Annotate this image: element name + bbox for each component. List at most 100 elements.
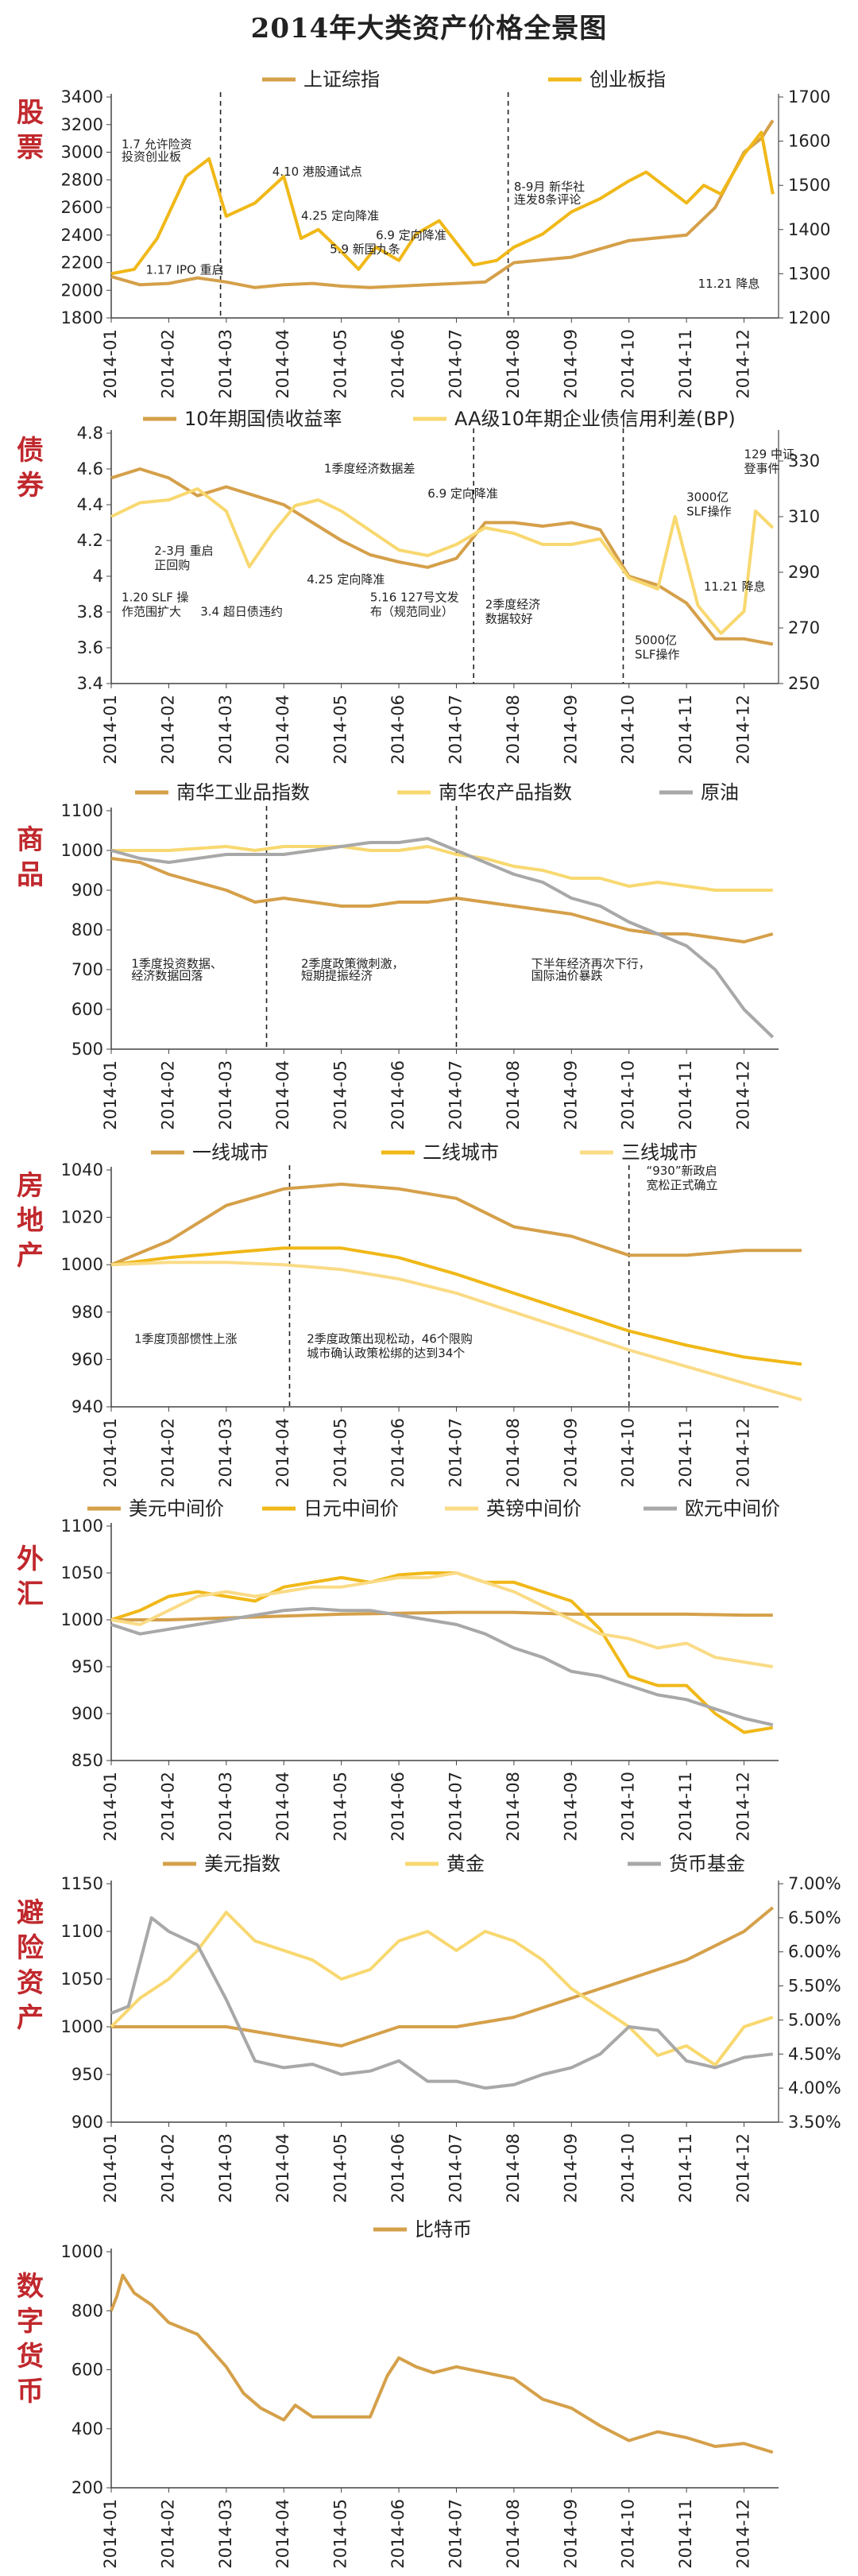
x-tick-label: 2014-04 — [273, 329, 292, 397]
annotation-text: 11.21 降息 — [704, 579, 766, 594]
y2-tick-label: 3.50% — [788, 2113, 841, 2132]
legend-label: 英镑中间价 — [486, 1497, 582, 1520]
x-tick-label: 2014-11 — [676, 1772, 695, 1842]
x-tick-label: 2014-12 — [734, 695, 753, 765]
x-tick-label: 2014-08 — [504, 695, 523, 765]
x-tick-label: 2014-10 — [619, 1772, 638, 1842]
y2-tick-label: 270 — [788, 618, 820, 637]
x-tick-label: 2014-05 — [331, 329, 350, 397]
y2-tick-label: 4.00% — [788, 2078, 841, 2098]
x-tick-label: 2014-12 — [734, 1060, 753, 1130]
y-tick-label: 900 — [72, 881, 103, 900]
x-tick-label: 2014-11 — [676, 695, 695, 765]
y-tick-label: 4.4 — [77, 495, 103, 514]
x-tick-label: 2014-09 — [561, 2133, 580, 2203]
x-tick-label: 2014-07 — [446, 329, 465, 397]
y2-tick-label: 6.00% — [788, 1943, 841, 1962]
annotation-text: 1.7 允许险资 — [122, 137, 192, 151]
x-tick-label: 2014-04 — [273, 1060, 292, 1130]
x-tick-label: 2014-05 — [331, 2499, 350, 2569]
legend-label: 美元中间价 — [129, 1497, 224, 1520]
series-line-1 — [110, 1911, 774, 2067]
series-line-0 — [111, 1906, 775, 2047]
annotation-text: 正回购 — [154, 558, 190, 572]
y-tick-label: 1000 — [61, 1255, 103, 1274]
y-tick-label: 1020 — [61, 1208, 103, 1227]
x-tick-label: 2014-03 — [216, 695, 235, 765]
x-tick-label: 2014-01 — [101, 2499, 120, 2569]
series-line-1 — [110, 1571, 774, 1734]
y2-tick-label: 1400 — [788, 220, 830, 239]
annotation-text: 布（规范同业） — [370, 605, 454, 619]
legend-label: 一线城市 — [192, 1141, 269, 1164]
x-tick-label: 2014-10 — [619, 2133, 638, 2203]
annotation-text: 投资创业板 — [122, 149, 181, 164]
annotation-text: 短期提振经济 — [301, 969, 373, 983]
legend-label: AA级10年期企业债信用利差(BP) — [454, 408, 736, 430]
y-tick-label: 600 — [72, 2361, 103, 2380]
section-label-crypto: 数字货币 — [14, 2269, 46, 2409]
realestate-chart: 940 960 980 1000 1020 1040 2014-01 2014-02 2014-… — [61, 1141, 802, 1488]
panel-commodities: 商品 500 600 700 800 900 1000 1100 2014-01 2014-02… — [0, 775, 858, 1133]
x-tick-label: 2014-01 — [101, 1772, 120, 1842]
section-label-bonds: 债券 — [14, 433, 46, 503]
y2-tick-label: 1600 — [788, 132, 830, 151]
panel-realestate: 房地产 940 960 980 1000 1020 1040 2014-01 2014-02 2… — [0, 1137, 858, 1488]
x-tick-label: 2014-11 — [676, 2133, 695, 2203]
section-label-safehaven: 避险资产 — [14, 1896, 46, 2036]
annotation-text: SLF操作 — [686, 505, 732, 519]
section-title-commodities: 商品 — [17, 824, 44, 891]
panel-crypto: 数字货币 200 400 600 800 1000 2014-01 2014-02 2014-… — [0, 2214, 858, 2571]
panel-bonds: 债券 3.4 3.6 3.8 4 4.2 4.4 4.6 4.8 250 270 290 310 330… — [0, 401, 858, 767]
y2-tick-label: 250 — [788, 674, 820, 693]
y-tick-label: 2400 — [61, 226, 103, 245]
x-tick-label: 2014-11 — [676, 1418, 695, 1486]
annotation-text: 作范围扩大 — [122, 605, 181, 619]
annotation-text: 3000亿 — [686, 490, 729, 505]
y-tick-label: 3000 — [61, 143, 103, 162]
x-tick-label: 2014-10 — [619, 1418, 638, 1486]
x-tick-label: 2014-12 — [734, 2499, 753, 2569]
y-tick-label: 2000 — [61, 281, 103, 300]
annotation-text: 2季度经济 — [485, 598, 541, 612]
y-tick-label: 4 — [93, 567, 103, 586]
x-tick-label: 2014-03 — [216, 1772, 235, 1842]
x-tick-label: 2014-07 — [446, 1772, 465, 1842]
x-tick-label: 2014-06 — [388, 1772, 408, 1842]
x-tick-label: 2014-02 — [158, 1772, 177, 1842]
bonds-chart: 3.4 3.6 3.8 4 4.2 4.4 4.6 4.8 250 270 290 310 330 201… — [77, 408, 821, 765]
y2-tick-label: 1300 — [788, 264, 830, 283]
y2-tick-label: 1700 — [788, 87, 830, 107]
annotation-text: 4.25 定向降准 — [301, 209, 379, 223]
y2-tick-label: 7.00% — [788, 1874, 841, 1893]
x-tick-label: 2014-08 — [504, 2499, 523, 2569]
legend-label: 创业板指 — [589, 68, 666, 91]
x-tick-label: 2014-11 — [676, 1060, 695, 1130]
y-tick-label: 1050 — [61, 1563, 103, 1582]
x-tick-label: 2014-11 — [676, 2499, 695, 2569]
section-title-crypto: 数字货币 — [17, 2271, 44, 2407]
y-tick-label: 500 — [72, 1040, 103, 1059]
y-tick-label: 800 — [72, 920, 103, 939]
x-tick-label: 2014-03 — [216, 329, 235, 397]
y2-tick-label: 1200 — [788, 308, 830, 327]
y-tick-label: 1800 — [61, 308, 103, 327]
x-tick-label: 2014-06 — [388, 695, 408, 765]
x-tick-label: 2014-06 — [388, 2499, 408, 2569]
x-tick-label: 2014-03 — [216, 2133, 235, 2203]
section-label-commodities: 商品 — [14, 823, 46, 893]
section-title-safehaven: 避险资产 — [17, 1897, 44, 2034]
y-tick-label: 1100 — [61, 1922, 103, 1941]
y-tick-label: 4.8 — [77, 424, 103, 443]
series-line-0 — [110, 2273, 774, 2454]
safehaven-chart: 900 950 1000 1050 1100 1150 3.50% 4.00% 4.50% 5.0… — [61, 1853, 841, 2203]
x-tick-label: 2014-07 — [446, 2133, 465, 2203]
y-tick-label: 4.2 — [77, 531, 103, 550]
series-line-2 — [110, 837, 775, 1039]
x-tick-label: 2014-07 — [446, 1060, 465, 1130]
x-tick-label: 2014-09 — [561, 2499, 580, 2569]
legend-label: 南华工业品指数 — [176, 781, 310, 804]
annotation-text: 129 中证 — [744, 447, 794, 462]
legend-label: 比特币 — [415, 2218, 472, 2241]
section-label-fx: 外汇 — [14, 1542, 46, 1612]
